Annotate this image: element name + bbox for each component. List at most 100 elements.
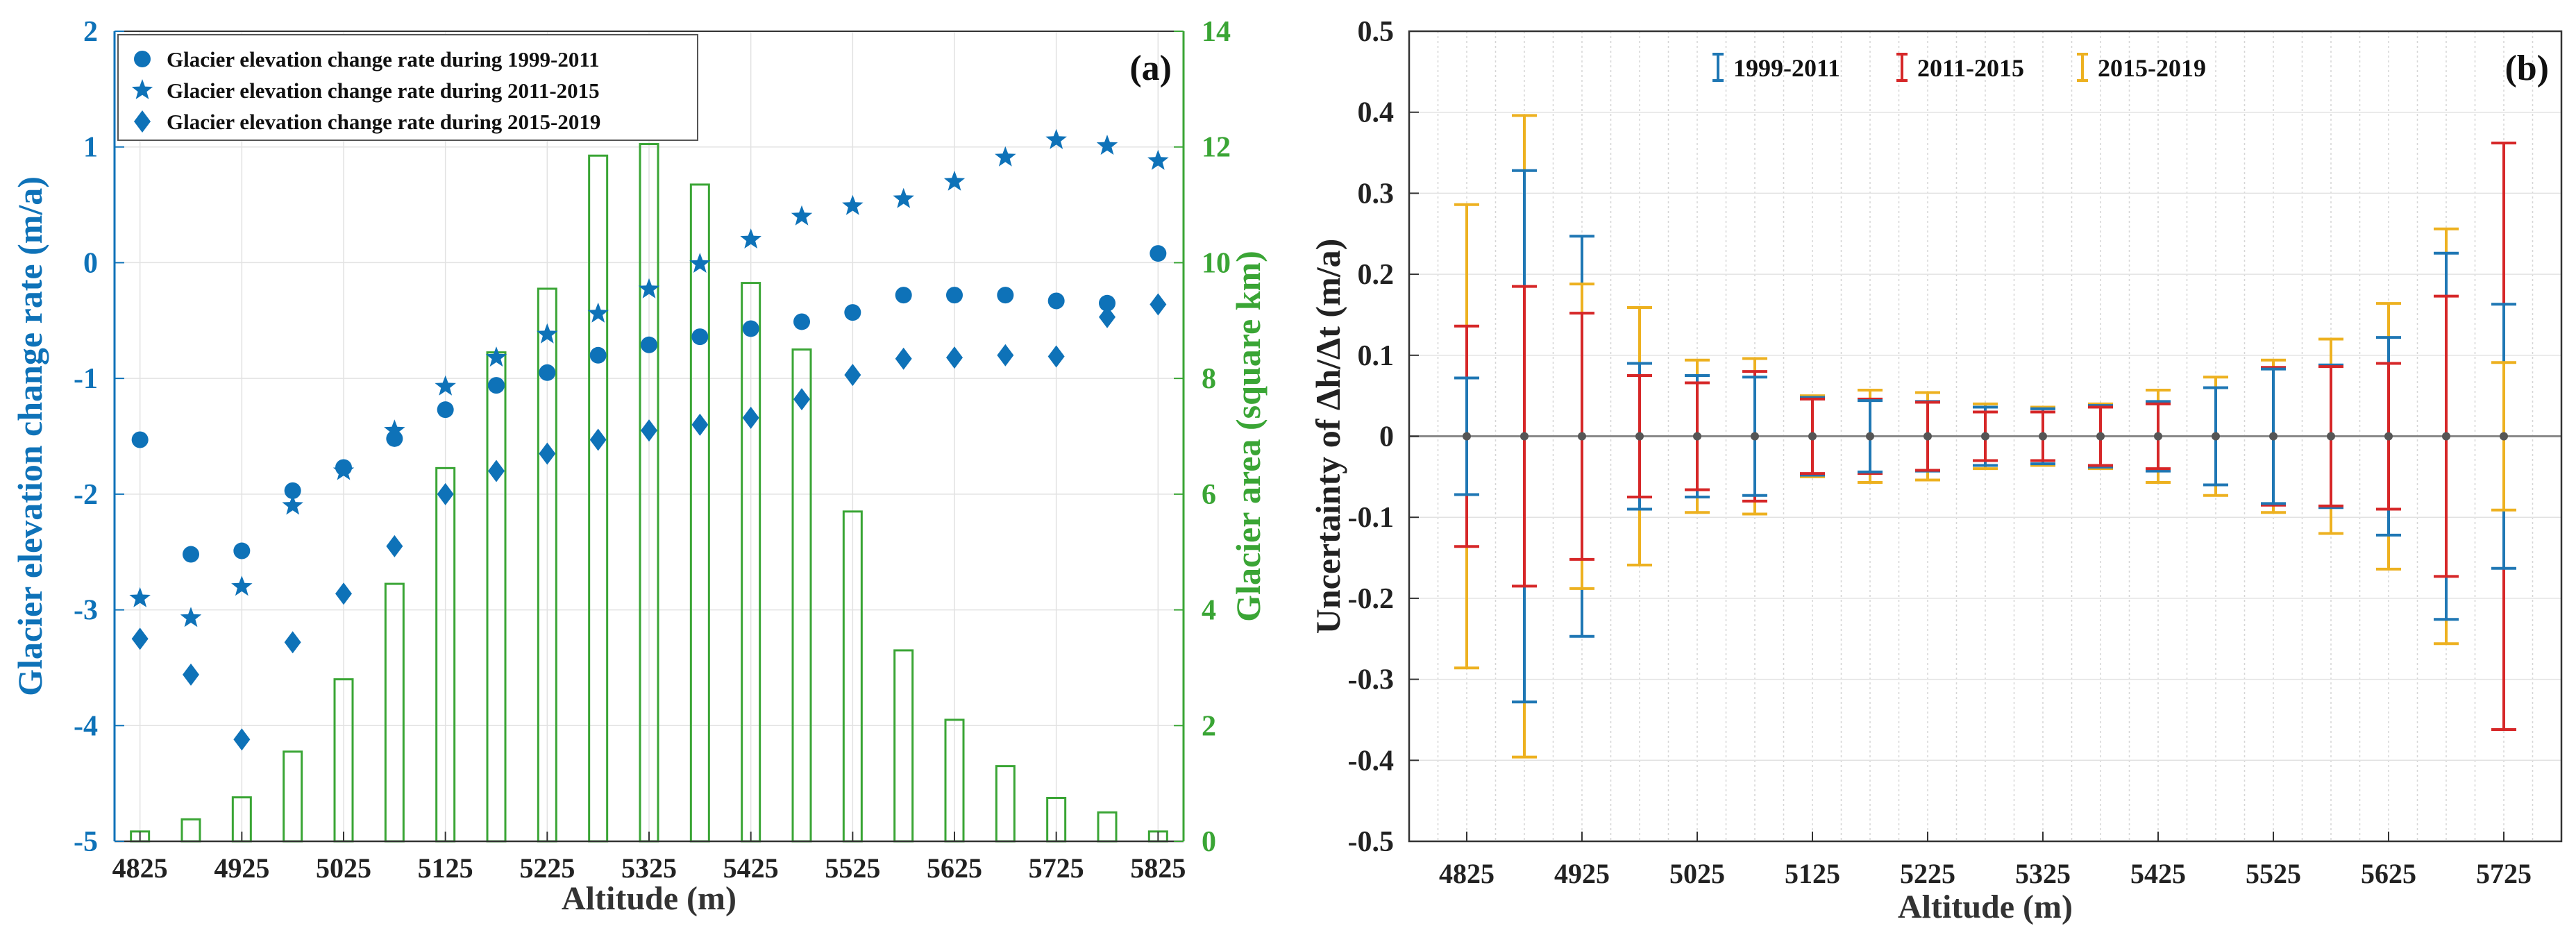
point-diamond (488, 460, 505, 482)
area-bar (180, 818, 201, 843)
y-right-tick-label: 4 (1202, 595, 1216, 627)
y-right-tick-label: 10 (1202, 247, 1231, 279)
area-bar (995, 765, 1016, 843)
point-circle (641, 336, 657, 353)
point-circle (1047, 292, 1065, 310)
legend-star-icon (131, 79, 153, 99)
area-bar (283, 750, 303, 843)
point-circle (793, 313, 810, 330)
y-tick-label: -0.3 (1348, 664, 1395, 696)
point-star (995, 146, 1016, 167)
point-circle (589, 346, 607, 364)
area-bar (486, 351, 507, 843)
center-point (2384, 432, 2393, 441)
point-star (129, 587, 151, 607)
y-right-tick-label: 12 (1202, 132, 1231, 164)
y-tick-label: 0.3 (1358, 178, 1395, 210)
point-diamond (233, 728, 251, 751)
point-star (689, 253, 711, 273)
point-star (332, 460, 355, 480)
point-diamond (183, 663, 199, 686)
x-tick-label: 4825 (1439, 858, 1495, 889)
x-tick-label: 5225 (519, 852, 575, 884)
y-tick-label: 0 (1379, 421, 1394, 453)
panel-label-b: (b) (2505, 49, 2549, 88)
point-diamond (895, 347, 912, 370)
x-tick-label: 5525 (825, 852, 880, 884)
x-tick-label: 5325 (2015, 858, 2071, 889)
y-right-tick-label: 14 (1202, 16, 1231, 48)
center-point (1520, 432, 1529, 441)
point-circle (742, 320, 759, 337)
point-diamond (946, 346, 963, 369)
legend-box (117, 34, 698, 141)
center-point (1866, 432, 1874, 441)
point-star (791, 205, 813, 226)
point-star (1096, 135, 1118, 155)
point-circle (997, 287, 1014, 304)
point-star (638, 278, 660, 298)
y-tick-label: 0.2 (1358, 259, 1395, 291)
point-star (740, 228, 761, 249)
area-bar (588, 154, 609, 843)
point-circle (131, 431, 149, 448)
y-left-tick-label: -5 (74, 826, 98, 858)
point-diamond (131, 628, 149, 650)
area-bar (791, 348, 812, 843)
x-tick-label: 5025 (316, 852, 371, 884)
x-tick-label: 5725 (2476, 858, 2532, 889)
point-diamond (691, 413, 709, 436)
y-tick-label: 0.1 (1358, 340, 1395, 372)
point-star (384, 419, 405, 440)
x-tick-label: 4825 (112, 852, 168, 884)
x-tick-label: 5425 (2130, 858, 2186, 889)
legend-diamond-icon (134, 110, 151, 133)
point-star (435, 375, 456, 396)
center-point (1693, 432, 1701, 441)
legend-label: Glacier elevation change rate during 201… (167, 110, 600, 134)
x-tick-label: 5825 (1130, 852, 1186, 884)
point-circle (437, 401, 454, 419)
point-star (1045, 128, 1067, 149)
point-star (231, 575, 253, 596)
area-bar (384, 582, 405, 843)
point-circle (539, 364, 556, 381)
y-right-tick-label: 0 (1202, 826, 1216, 858)
y-left-tick-label: -3 (74, 595, 98, 627)
y-left-tick-label: 0 (83, 247, 98, 279)
point-circle (233, 542, 251, 559)
point-circle (691, 328, 709, 346)
point-circle (1150, 245, 1167, 262)
legend-label: 1999-2011 (1733, 54, 1840, 82)
point-diamond (335, 582, 352, 605)
point-diamond (641, 419, 657, 442)
point-diamond (1047, 345, 1065, 368)
y-right-tick-label: 8 (1202, 363, 1216, 395)
x-tick-label: 5625 (927, 852, 982, 884)
y-left-tick-label: -4 (74, 710, 98, 742)
x-axis-label: Altitude (m) (1898, 889, 2073, 925)
center-point (1463, 432, 1471, 441)
point-diamond (539, 442, 556, 465)
point-star (180, 607, 202, 628)
x-tick-label: 5125 (418, 852, 473, 884)
y-right-axis-label: Glacier area (square km) (1229, 251, 1268, 622)
x-tick-label: 5125 (1785, 858, 1840, 889)
legend-label: Glacier elevation change rate during 201… (167, 78, 600, 103)
center-point (2154, 432, 2162, 441)
center-point (1635, 432, 1644, 441)
point-diamond (284, 631, 301, 654)
point-star (537, 323, 558, 344)
x-tick-label: 5725 (1029, 852, 1084, 884)
x-tick-label: 5225 (1900, 858, 1955, 889)
y-axis-label: Uncertainty of Δh/Δt (m/a) (1308, 239, 1347, 634)
center-point (2212, 432, 2220, 441)
legend-label: 2015-2019 (2098, 54, 2206, 82)
y-left-tick-label: 2 (83, 16, 98, 48)
point-circle (1099, 294, 1116, 312)
point-circle (284, 482, 301, 499)
center-point (1751, 432, 1759, 441)
y-left-tick-label: -2 (74, 479, 98, 511)
y-left-tick-label: 1 (83, 132, 98, 164)
